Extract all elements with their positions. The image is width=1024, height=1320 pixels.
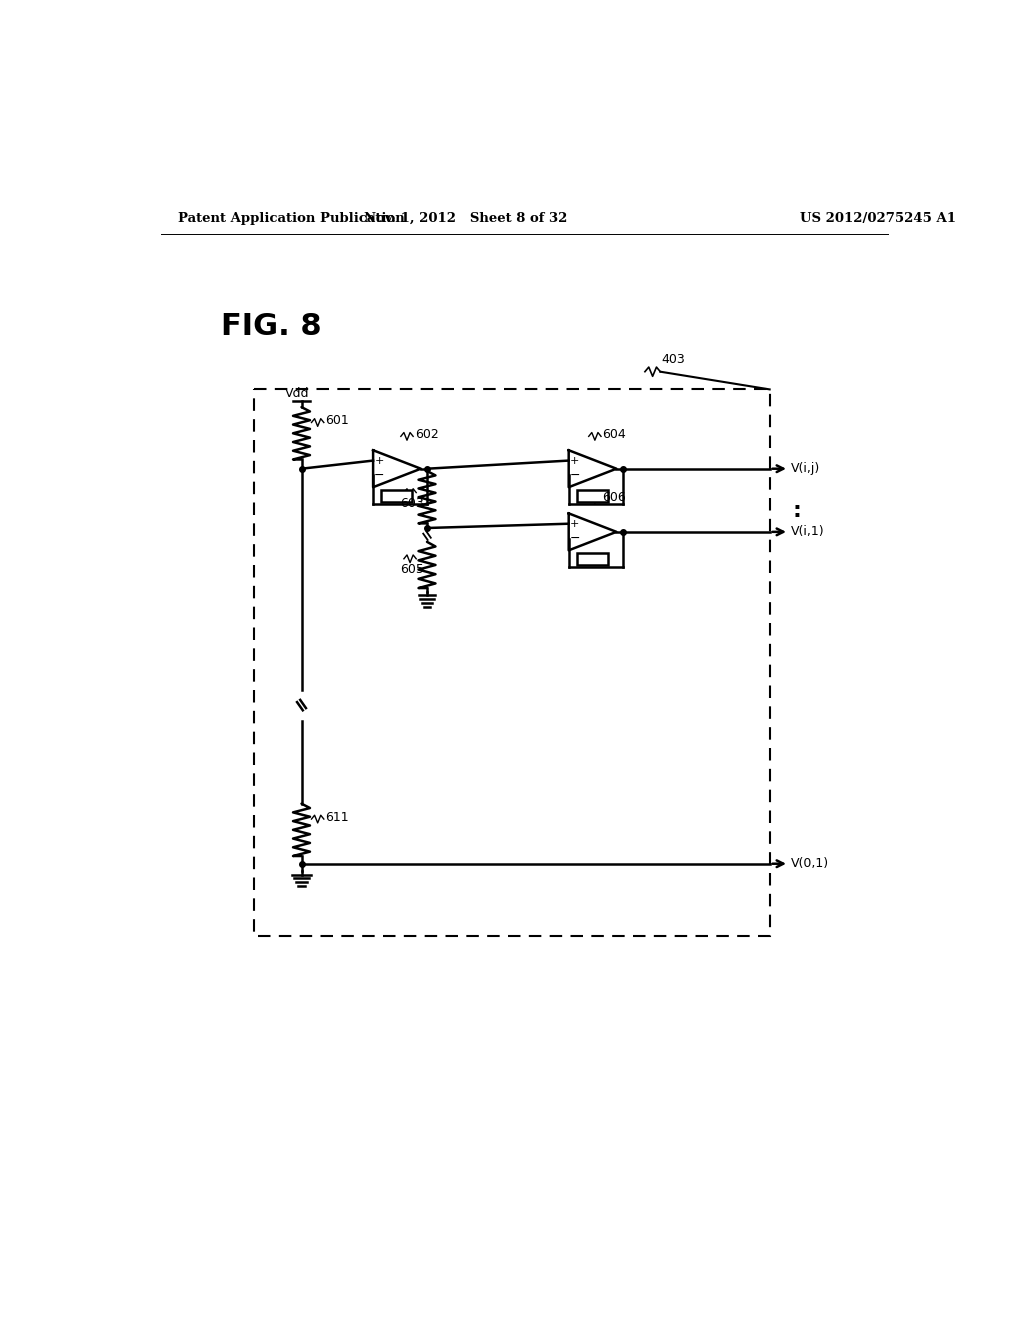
Bar — [382, 490, 413, 502]
Text: +: + — [375, 455, 384, 466]
Text: 603: 603 — [400, 496, 424, 510]
Text: Vdd: Vdd — [285, 387, 309, 400]
Text: V(i,j): V(i,j) — [792, 462, 820, 475]
Text: +: + — [570, 455, 580, 466]
Text: 604: 604 — [602, 428, 627, 441]
Text: 606: 606 — [602, 491, 627, 504]
Text: Patent Application Publication: Patent Application Publication — [178, 213, 406, 224]
Text: Nov. 1, 2012   Sheet 8 of 32: Nov. 1, 2012 Sheet 8 of 32 — [364, 213, 567, 224]
Text: −: − — [374, 469, 385, 482]
Text: FIG. 8: FIG. 8 — [221, 312, 322, 341]
Bar — [578, 553, 608, 565]
Text: +: + — [570, 519, 580, 529]
Text: :: : — [793, 502, 802, 521]
Bar — [578, 490, 608, 502]
Text: 605: 605 — [400, 564, 424, 576]
Text: V(0,1): V(0,1) — [792, 857, 829, 870]
Text: 601: 601 — [326, 414, 349, 428]
Text: 611: 611 — [326, 810, 349, 824]
Text: −: − — [569, 532, 581, 545]
Bar — [254, 389, 770, 936]
Text: −: − — [569, 469, 581, 482]
Text: V(i,1): V(i,1) — [792, 525, 825, 539]
Text: 602: 602 — [415, 428, 438, 441]
Text: US 2012/0275245 A1: US 2012/0275245 A1 — [801, 213, 956, 224]
Text: 403: 403 — [662, 352, 686, 366]
